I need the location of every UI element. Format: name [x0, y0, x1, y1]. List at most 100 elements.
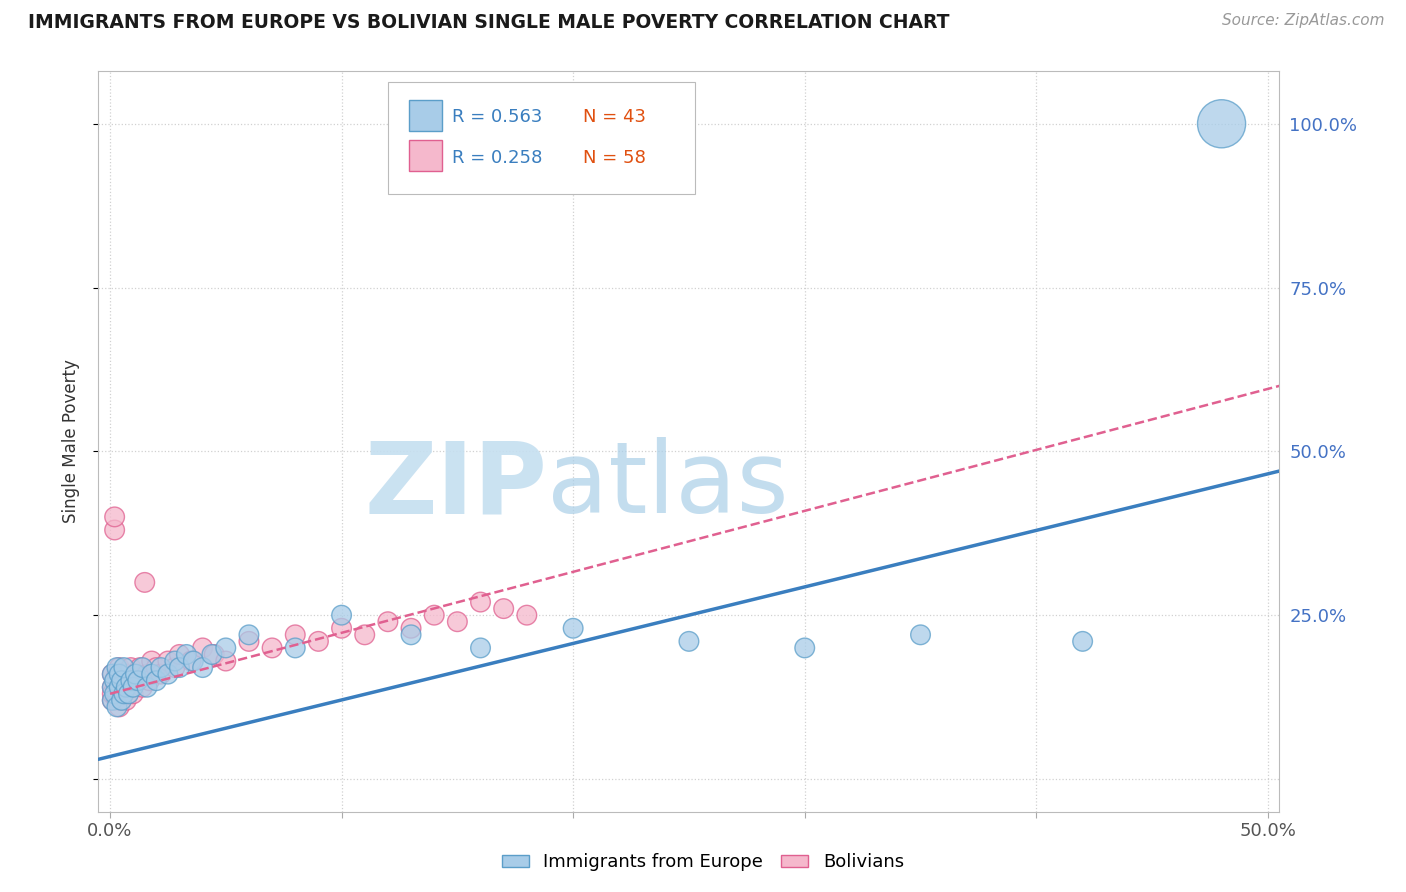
Point	[136, 680, 159, 694]
Point	[124, 667, 146, 681]
Point	[101, 680, 124, 694]
Point	[201, 648, 224, 662]
Text: Source: ZipAtlas.com: Source: ZipAtlas.com	[1222, 13, 1385, 29]
Point	[108, 660, 131, 674]
Point	[120, 673, 142, 688]
Legend: Immigrants from Europe, Bolivians: Immigrants from Europe, Bolivians	[495, 847, 911, 879]
Point	[141, 667, 163, 681]
Point	[215, 640, 238, 655]
Point	[124, 667, 146, 681]
Point	[678, 634, 700, 648]
Point	[163, 660, 186, 674]
Point	[138, 673, 160, 688]
Point	[108, 680, 131, 694]
FancyBboxPatch shape	[388, 82, 695, 194]
Point	[110, 673, 132, 688]
Point	[176, 648, 198, 662]
Point	[120, 673, 142, 688]
Point	[284, 640, 307, 655]
Point	[156, 667, 179, 681]
Point	[120, 660, 142, 674]
Point	[516, 608, 538, 623]
Point	[127, 673, 149, 688]
Point	[108, 667, 131, 681]
Point	[101, 667, 124, 681]
Point	[262, 640, 284, 655]
Point	[169, 660, 191, 674]
Point	[105, 660, 128, 674]
Point	[110, 693, 132, 707]
Text: atlas: atlas	[547, 437, 789, 534]
Point	[149, 660, 172, 674]
Point	[183, 654, 205, 668]
Point	[112, 673, 135, 688]
Point	[112, 660, 135, 674]
Point	[115, 667, 138, 681]
Point	[105, 699, 128, 714]
Point	[101, 693, 124, 707]
Point	[122, 680, 145, 694]
Point	[330, 608, 353, 623]
Point	[793, 640, 815, 655]
Point	[101, 667, 124, 681]
Point	[202, 648, 225, 662]
Point	[1211, 117, 1233, 131]
Point	[307, 634, 329, 648]
Text: N = 43: N = 43	[582, 108, 645, 127]
Point	[101, 693, 124, 707]
Point	[163, 654, 186, 668]
Point	[191, 640, 214, 655]
Text: N = 58: N = 58	[582, 149, 645, 167]
Point	[105, 667, 128, 681]
Point	[101, 687, 124, 701]
Point	[1071, 634, 1094, 648]
Point	[104, 673, 127, 688]
Point	[149, 667, 172, 681]
Point	[101, 680, 124, 694]
Point	[105, 680, 128, 694]
Point	[399, 621, 422, 635]
Point	[112, 687, 135, 701]
Point	[108, 673, 131, 688]
Point	[131, 680, 153, 694]
Point	[110, 693, 132, 707]
Text: R = 0.563: R = 0.563	[451, 108, 541, 127]
Text: R = 0.258: R = 0.258	[451, 149, 541, 167]
Point	[104, 673, 127, 688]
Point	[115, 680, 138, 694]
Point	[377, 615, 399, 629]
FancyBboxPatch shape	[409, 140, 441, 171]
Text: ZIP: ZIP	[364, 437, 547, 534]
Point	[191, 660, 214, 674]
Point	[470, 595, 492, 609]
Point	[470, 640, 492, 655]
Point	[122, 680, 145, 694]
Point	[562, 621, 585, 635]
Point	[134, 575, 156, 590]
Point	[117, 687, 139, 701]
Point	[169, 648, 191, 662]
Point	[145, 673, 167, 688]
Point	[117, 687, 139, 701]
Point	[910, 628, 932, 642]
Point	[399, 628, 422, 642]
Point	[284, 628, 307, 642]
Point	[446, 615, 468, 629]
Point	[238, 634, 260, 648]
Y-axis label: Single Male Poverty: Single Male Poverty	[62, 359, 80, 524]
Point	[115, 680, 138, 694]
Point	[108, 699, 131, 714]
Point	[423, 608, 446, 623]
Point	[117, 680, 139, 694]
Point	[145, 660, 167, 674]
Point	[110, 667, 132, 681]
Point	[492, 601, 515, 615]
Text: IMMIGRANTS FROM EUROPE VS BOLIVIAN SINGLE MALE POVERTY CORRELATION CHART: IMMIGRANTS FROM EUROPE VS BOLIVIAN SINGL…	[28, 13, 949, 32]
FancyBboxPatch shape	[409, 100, 441, 131]
Point	[104, 523, 127, 537]
Point	[141, 654, 163, 668]
Point	[131, 660, 153, 674]
Point	[156, 654, 179, 668]
Point	[136, 667, 159, 681]
Point	[105, 693, 128, 707]
